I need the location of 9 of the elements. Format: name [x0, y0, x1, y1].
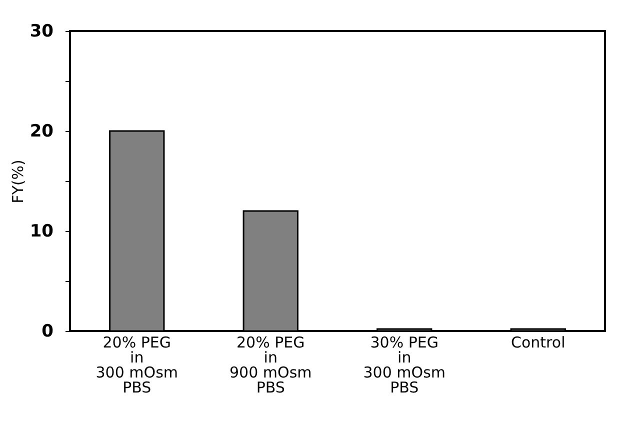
y-tick-label: 10 — [30, 222, 54, 242]
y-axis-title: FY(%) — [8, 160, 27, 204]
y-tick-label: 20 — [30, 122, 54, 142]
y-tick-label: 30 — [30, 22, 54, 42]
x-tick-label: Control — [511, 334, 566, 352]
x-tick-label: 30% PEG in 300 mOsm PBS — [363, 334, 446, 396]
y-tick-label: 0 — [42, 322, 54, 342]
x-tick-label: 20% PEG in 300 mOsm PBS — [96, 334, 178, 396]
x-tick-label: 20% PEG in 900 mOsm PBS — [230, 334, 312, 396]
